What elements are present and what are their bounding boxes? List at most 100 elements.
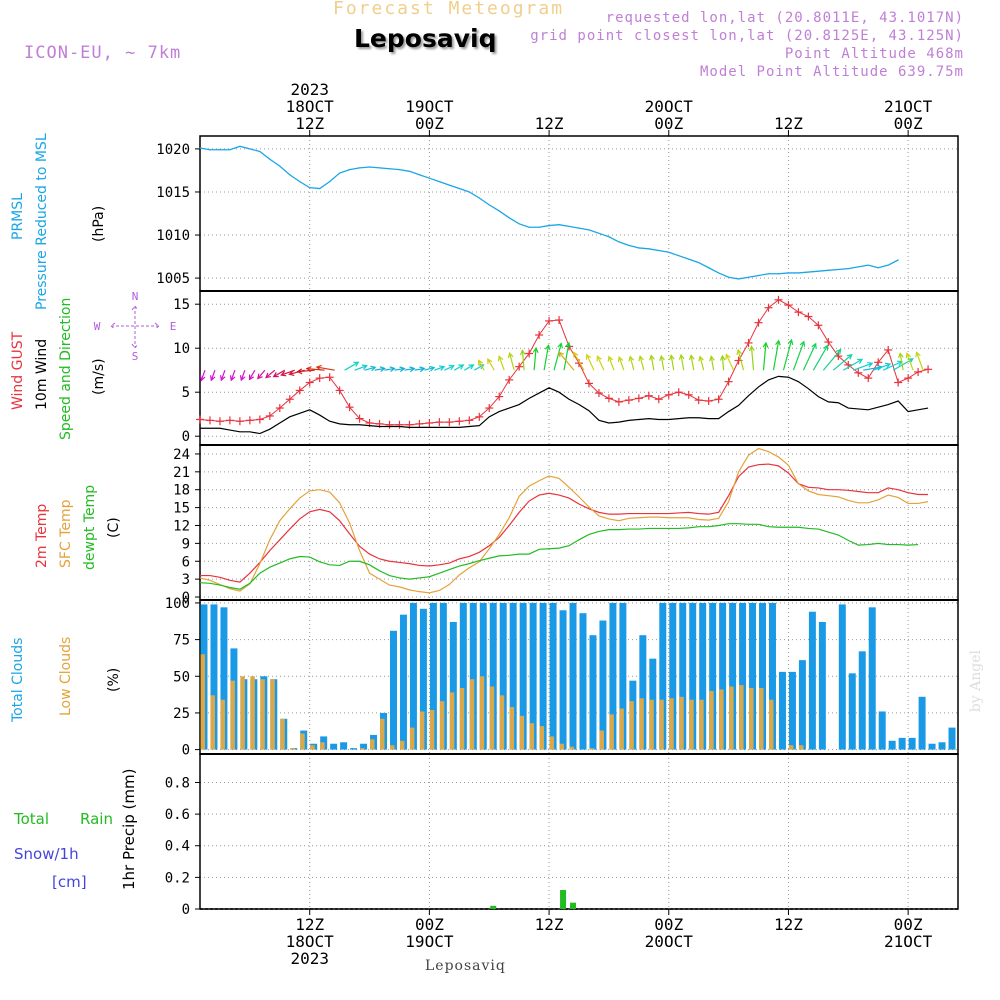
y-tick-label: 0.8 <box>165 775 190 791</box>
y-tick-label: 15 <box>173 501 190 517</box>
total-cloud-bar <box>689 602 697 750</box>
gust-line <box>199 299 929 426</box>
wind-arrow <box>272 369 286 378</box>
wind-arrow <box>296 368 315 375</box>
y-tick-label: 0 <box>182 743 190 759</box>
gust-marker <box>884 345 893 354</box>
gust-marker <box>225 416 234 425</box>
wind-arrow <box>553 342 563 371</box>
wind-arrow <box>659 354 665 371</box>
low-cloud-bar <box>270 679 275 750</box>
total-cloud-bar <box>878 711 886 750</box>
y-tick-label: 0 <box>182 902 190 918</box>
gust-marker <box>475 412 484 421</box>
low-cloud-bar <box>669 698 674 750</box>
y-tick-label: 6 <box>182 554 190 570</box>
x-tick-label-bottom: 12Z <box>774 915 803 934</box>
low-cloud-bar <box>539 726 545 750</box>
y-tick-label: 9 <box>182 536 190 552</box>
gust-marker <box>245 416 254 425</box>
x-tick-label-bottom: 19OCT <box>405 932 454 951</box>
total-cloud-bar <box>908 737 916 750</box>
total-cloud-bar <box>938 742 946 750</box>
x-tick-label-top: 19OCT <box>405 97 454 116</box>
wind-arrow <box>762 341 769 371</box>
wind-arrow <box>725 353 735 371</box>
total-cloud-bar <box>360 743 368 750</box>
total-cloud-bar <box>759 602 767 750</box>
rain-bar <box>490 905 497 909</box>
y-tick-label: 0.4 <box>165 839 190 855</box>
y-tick-label: 1010 <box>156 228 190 244</box>
gust-marker <box>305 378 314 387</box>
y-tick-label: 12 <box>173 518 190 534</box>
rain-bar <box>560 890 567 909</box>
gust-marker <box>425 419 434 427</box>
wind-arrow <box>424 365 436 372</box>
gust-marker <box>784 301 793 310</box>
total-cloud-bar <box>709 602 717 750</box>
pressure-point <box>508 217 510 219</box>
low-cloud-bar <box>759 688 764 750</box>
snow-unit-label: [cm] <box>52 873 87 891</box>
panel-frame <box>199 753 959 910</box>
total-cloud-bar <box>749 602 757 750</box>
wind-arrow <box>812 344 829 371</box>
pressure-point <box>289 174 291 176</box>
temp-sfc-line <box>199 447 929 594</box>
low-cloud-bar <box>798 745 804 750</box>
pressure-point <box>598 232 600 234</box>
gust-marker <box>644 391 653 400</box>
wind-arrow <box>802 342 817 371</box>
gust-marker <box>614 397 623 406</box>
y-tick-label: 0 <box>182 429 190 445</box>
pressure-point <box>299 181 301 183</box>
gust-marker <box>914 367 923 376</box>
low-cloud-bar <box>280 718 285 750</box>
pressure-point <box>807 271 809 273</box>
gust-marker <box>535 331 544 339</box>
total-cloud-bar <box>559 610 567 750</box>
total-cloud-bar <box>838 604 846 750</box>
total-cloud-bar <box>699 602 707 750</box>
low-cloud-bar <box>489 686 495 750</box>
gust-marker <box>505 375 514 384</box>
gust-marker <box>395 420 404 429</box>
pressure-point <box>668 251 670 253</box>
total-cloud-bar <box>220 607 228 750</box>
y-tick-label: 0.2 <box>165 870 190 886</box>
low-cloud-bar <box>459 688 465 750</box>
gust-marker <box>215 417 224 426</box>
y-tick-label: 50 <box>173 669 190 685</box>
low-cloud-bar <box>569 746 575 750</box>
x-tick-label-bottom: 12Z <box>295 915 324 934</box>
grid-point-coords: grid point closest lon,lat (20.8125E, 43… <box>530 28 964 44</box>
wind-arrow <box>772 339 781 371</box>
x-tick-label-top: 18OCT <box>286 97 335 116</box>
wind-arrow <box>915 351 924 371</box>
y-tick-label: 100 <box>165 596 190 612</box>
low-cloud-bar <box>739 685 744 750</box>
gust-marker <box>814 321 823 330</box>
total-cloud-bar <box>898 737 906 750</box>
wind-arrow <box>628 355 635 371</box>
total-cloud-bar <box>519 602 527 750</box>
wind-arrow <box>248 369 256 381</box>
x-tick-label-bottom: 00Z <box>654 915 683 934</box>
total-cloud-bar <box>679 602 687 750</box>
pressure-point <box>428 177 430 179</box>
wind-arrow <box>596 355 605 371</box>
dewpt-line <box>199 523 919 590</box>
total-cloud-bar <box>609 602 617 750</box>
x-tick-label-top: 12Z <box>535 114 564 133</box>
wind-arrow <box>873 362 892 371</box>
total-cloud-bar <box>579 613 587 750</box>
gust-marker <box>924 365 933 374</box>
y-tick-label: 0 <box>182 590 190 606</box>
wind-arrow <box>477 359 485 371</box>
total-cloud-bar <box>599 620 607 750</box>
pressure-point <box>877 267 879 269</box>
gust-marker <box>774 295 783 304</box>
pressure-point <box>588 229 590 231</box>
gust-marker <box>495 392 504 401</box>
